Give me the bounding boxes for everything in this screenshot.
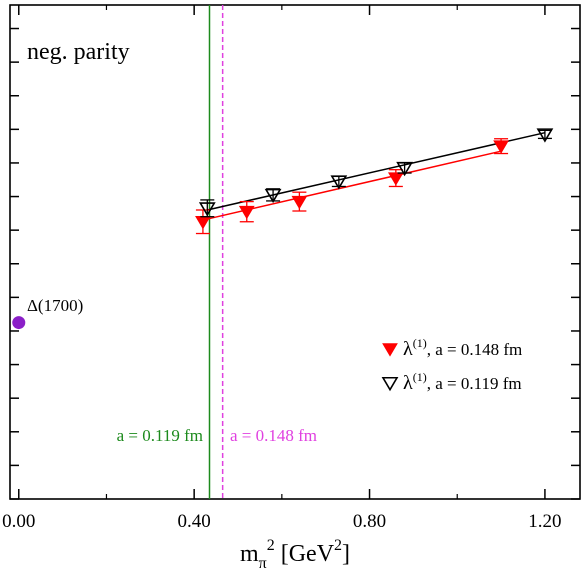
fit-line-a119 bbox=[207, 131, 546, 211]
point-a119-4 bbox=[536, 128, 554, 143]
x-axis-label-unit-sup: 2 bbox=[334, 537, 342, 554]
legend-marker-shape-a119 bbox=[381, 376, 399, 392]
legend-label-a119-sup: (1) bbox=[413, 370, 427, 384]
x-ticks: 0.00 0.40 0.80 1.20 bbox=[2, 5, 562, 532]
y-ticks bbox=[10, 27, 580, 500]
chart-title: neg. parity bbox=[27, 39, 130, 65]
point-a148-3 bbox=[387, 172, 404, 186]
legend-label-a148-name: λ bbox=[403, 338, 413, 360]
data-points bbox=[195, 128, 554, 235]
legend-marker-shape-a148 bbox=[382, 343, 398, 357]
legend: λ(1), a = 0.148 fm λ(1), a = 0.119 fm bbox=[381, 336, 522, 394]
reference-point-marker bbox=[12, 316, 26, 330]
x-axis-label: mπ2 [GeV2] bbox=[240, 537, 350, 572]
point-a119-1 bbox=[264, 188, 282, 204]
legend-label-a119-rest: , a = 0.119 fm bbox=[427, 374, 522, 393]
point-a148-2 bbox=[291, 195, 308, 210]
plot-frame bbox=[9, 4, 581, 500]
point-a119-2 bbox=[330, 175, 348, 190]
reference-point-label: Δ(1700) bbox=[27, 296, 83, 315]
point-a148-1 bbox=[238, 205, 255, 220]
point-a119-0 bbox=[198, 202, 216, 217]
point-a119-3 bbox=[396, 161, 414, 177]
legend-marker-a119 bbox=[381, 376, 399, 392]
x-axis-label-base: m bbox=[240, 541, 259, 567]
x-axis-label-sub: π bbox=[259, 555, 267, 572]
fit-lines bbox=[202, 131, 546, 221]
point-a148-0 bbox=[195, 216, 211, 230]
legend-marker-a148 bbox=[382, 343, 398, 357]
x-axis-label-unit-open: [GeV bbox=[275, 541, 335, 567]
x-tick-label-1: 0.40 bbox=[178, 511, 211, 532]
vline-label-a148: a = 0.148 fm bbox=[230, 426, 317, 445]
x-axis-label-unit-close: ] bbox=[342, 541, 350, 567]
legend-label-a148: λ(1), a = 0.148 fm bbox=[403, 336, 522, 360]
x-tick-label-3: 1.20 bbox=[528, 511, 561, 532]
vertical-lines bbox=[208, 5, 224, 499]
x-axis-label-sup: 2 bbox=[267, 537, 275, 554]
reference-point bbox=[12, 316, 26, 330]
vline-label-a119: a = 0.119 fm bbox=[117, 426, 203, 445]
point-a148-4 bbox=[493, 140, 509, 154]
legend-label-a119-name: λ bbox=[403, 372, 413, 394]
legend-label-a119: λ(1), a = 0.119 fm bbox=[403, 370, 522, 394]
legend-label-a148-rest: , a = 0.148 fm bbox=[427, 340, 523, 359]
x-tick-label-2: 0.80 bbox=[353, 511, 386, 532]
legend-label-a148-sup: (1) bbox=[413, 336, 427, 350]
x-tick-label-0: 0.00 bbox=[2, 511, 35, 532]
